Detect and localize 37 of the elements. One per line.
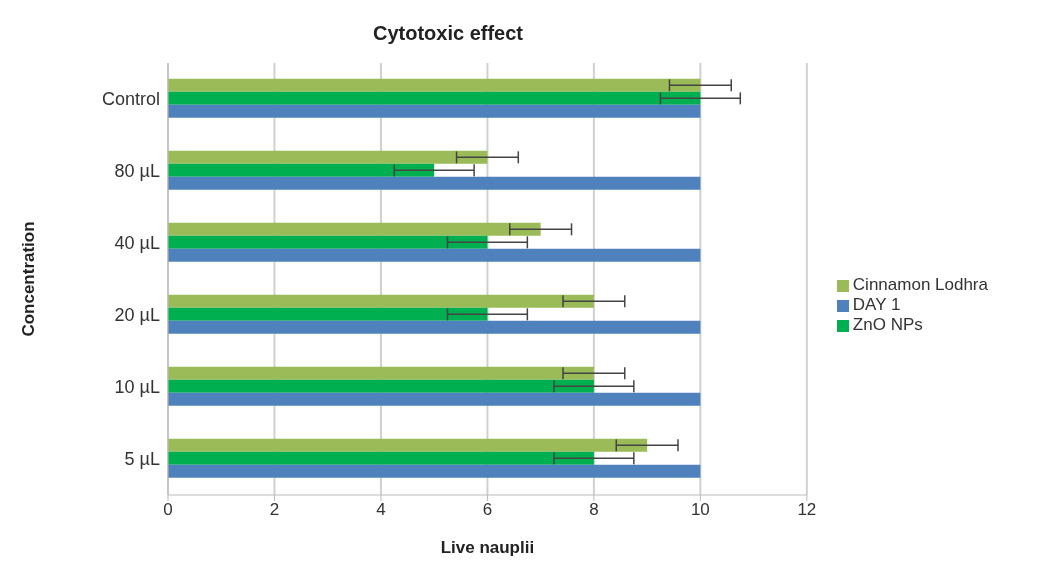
y-tick-label: 40 µL (114, 233, 160, 254)
x-tick-label: 8 (589, 500, 599, 520)
bar (168, 104, 701, 118)
legend-label: ZnO NPs (852, 315, 923, 334)
bar (168, 307, 488, 321)
legend-label: Cinnamon Lodhra (852, 275, 988, 294)
bar (168, 78, 701, 92)
y-axis-title: Concentration (19, 221, 39, 337)
bar (168, 176, 701, 190)
bar (168, 438, 648, 452)
y-tick-label: 10 µL (114, 377, 160, 398)
bar (168, 91, 701, 105)
bar (168, 222, 541, 236)
y-tick-label: 20 µL (114, 305, 160, 326)
bar (168, 235, 488, 249)
x-tick-label: 10 (690, 500, 710, 520)
y-tick-label: 5 µL (124, 449, 160, 470)
y-tick-label: 80 µL (114, 161, 160, 182)
x-axis-title: Live nauplii (440, 538, 535, 557)
bar (168, 379, 594, 393)
chart-title: Cytotoxic effect (372, 22, 524, 45)
x-tick-label: 2 (269, 500, 280, 520)
bar (168, 464, 701, 478)
x-tick-label: 6 (482, 500, 493, 520)
bar (168, 392, 701, 406)
x-tick-label: 0 (163, 500, 173, 520)
bar (168, 320, 701, 334)
x-tick-label: 12 (797, 500, 817, 520)
x-tick-label: 4 (376, 500, 386, 520)
bar (168, 163, 435, 177)
legend-label: DAY 1 (852, 295, 901, 314)
bar (168, 150, 488, 164)
bar (168, 248, 701, 262)
bar (168, 294, 594, 308)
bar (168, 366, 594, 380)
y-tick-label: Control (101, 89, 160, 110)
bar (168, 451, 594, 465)
